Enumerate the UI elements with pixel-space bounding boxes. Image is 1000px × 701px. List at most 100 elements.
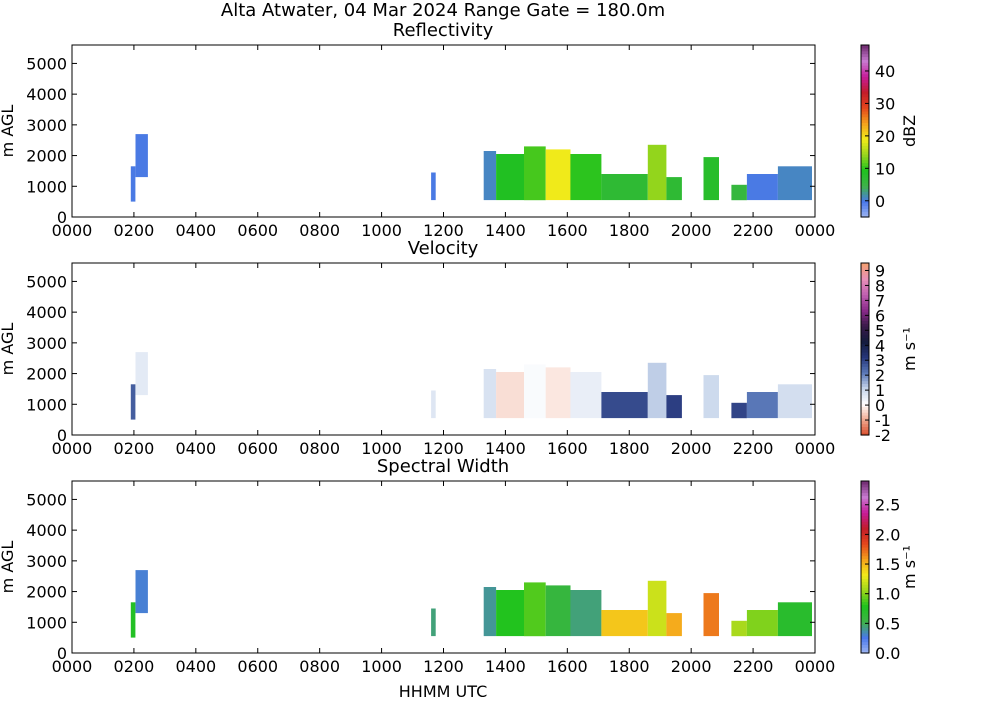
velocity-colorbar-segment	[861, 392, 869, 396]
velocity-colorbar-segment	[861, 288, 869, 293]
velocity-colorbar-segment	[861, 320, 869, 324]
spectral-width-colorbar-segment	[861, 538, 869, 542]
velocity-colorbar-tick-label: 2	[875, 366, 885, 385]
velocity-colorbar-segment	[861, 369, 869, 373]
spectral-width-colorbar-segment	[861, 529, 869, 534]
velocity-colorbar-tick-label: 4	[875, 336, 885, 355]
velocity-ytick-label: 5000	[26, 272, 67, 291]
velocity-colorbar-segment	[861, 354, 869, 359]
spectral-width-xtick-label: 2200	[733, 657, 774, 676]
velocity-xtick-label: 1800	[609, 439, 650, 458]
reflectivity-panel-title: Reflectivity	[392, 20, 494, 41]
velocity-colorbar-tick-label: 1	[875, 381, 885, 400]
velocity-xtick-label: 2000	[671, 439, 712, 458]
spectral-width-colorbar-segment	[861, 604, 869, 608]
velocity-colorbar-segment	[861, 263, 869, 267]
velocity-xtick-label: 1400	[485, 439, 526, 458]
reflectivity-xtick-label: 1600	[547, 221, 588, 240]
velocity-xtick-label: 2200	[733, 439, 774, 458]
reflectivity-echo-13	[746, 174, 778, 201]
velocity-echo-8	[601, 392, 648, 419]
velocity-echo-13	[746, 392, 778, 419]
spectral-width-colorbar-segment	[861, 509, 869, 514]
spectral-width-colorbar-segment	[861, 607, 869, 611]
velocity-panel-title: Velocity	[407, 238, 479, 259]
reflectivity-xtick-label: 1400	[485, 221, 526, 240]
spectral-width-colorbar-segment	[861, 483, 869, 488]
spectral-width-colorbar-segment	[861, 624, 869, 628]
spectral-width-colorbar-segment	[861, 546, 869, 551]
reflectivity-colorbar-segment	[861, 70, 869, 75]
spectral-width-echo-7	[570, 590, 602, 637]
spectral-width-colorbar-segment	[861, 558, 869, 562]
velocity-xtick-label: 0600	[237, 439, 278, 458]
velocity-colorbar-tick-label: 7	[875, 291, 885, 310]
spectral-width-colorbar-segment	[861, 535, 869, 539]
velocity-echo-12	[731, 402, 747, 419]
velocity-colorbar-segment	[861, 340, 869, 344]
reflectivity-colorbar-segment	[861, 45, 869, 49]
spectral-width-colorbar-tick-label: 0.0	[875, 644, 900, 663]
velocity-colorbar-segment	[861, 300, 869, 304]
spectral-width-echo-13	[746, 610, 778, 637]
velocity-colorbar-segment	[861, 331, 869, 336]
reflectivity-xtick-label: 0400	[175, 221, 216, 240]
velocity-colorbar-segment	[861, 337, 869, 341]
velocity-ytick-label: 3000	[26, 334, 67, 353]
reflectivity-xtick-label: 2000	[671, 221, 712, 240]
velocity-colorbar-segment	[861, 389, 869, 393]
reflectivity-colorbar-segment	[861, 125, 869, 129]
reflectivity-colorbar-segment	[861, 73, 869, 78]
reflectivity-colorbar-tick-label: 0	[875, 192, 885, 211]
reflectivity-colorbar-segment	[861, 202, 869, 207]
spectral-width-colorbar-segment	[861, 632, 869, 637]
velocity-colorbar-segment	[861, 374, 869, 379]
reflectivity-echo-5	[524, 146, 546, 201]
spectral-width-colorbar-tick-label: 0.5	[875, 614, 900, 633]
reflectivity-colorbar-segment	[861, 165, 869, 169]
reflectivity-echo-11	[703, 157, 719, 201]
velocity-echo-6	[545, 367, 571, 419]
reflectivity-echo-12	[731, 184, 747, 201]
spectral-width-colorbar-segment	[861, 641, 869, 645]
spectral-width-xtick-label: 1600	[547, 657, 588, 676]
spectral-width-colorbar-segment	[861, 498, 869, 502]
reflectivity-colorbar-segment	[861, 185, 869, 189]
reflectivity-colorbar-segment	[861, 136, 869, 141]
spectral-width-xtick-label: 0000	[795, 657, 836, 676]
velocity-colorbar-segment	[861, 294, 869, 298]
reflectivity-colorbar-segment	[861, 156, 869, 161]
reflectivity-echo-14	[777, 166, 812, 201]
velocity-colorbar-segment	[861, 423, 869, 427]
spectral-width-echo-1	[135, 570, 148, 614]
spectral-width-colorbar-segment	[861, 521, 869, 525]
spectral-width-ytick-label: 2000	[26, 583, 67, 602]
spectral-width-colorbar-segment	[861, 481, 869, 485]
reflectivity-colorbar-segment	[861, 171, 869, 175]
reflectivity-colorbar-segment	[861, 208, 869, 212]
velocity-colorbar-segment	[861, 371, 869, 376]
spectral-width-colorbar-segment	[861, 578, 869, 582]
spectral-width-colorbar-segment	[861, 489, 869, 494]
spectral-width-colorbar-segment	[861, 575, 869, 580]
velocity-echo-4	[496, 372, 524, 419]
velocity-colorbar-segment	[861, 417, 869, 422]
spectral-width-echo-6	[545, 585, 571, 637]
velocity-colorbar-segment	[861, 323, 869, 327]
reflectivity-echo-7	[570, 154, 602, 201]
velocity-colorbar-segment	[861, 400, 869, 405]
reflectivity-echo-6	[545, 149, 571, 201]
velocity-echo-11	[703, 375, 719, 419]
spectral-width-colorbar-segment	[861, 501, 869, 505]
velocity-colorbar-segment	[861, 377, 869, 382]
velocity-xtick-label: 0400	[175, 439, 216, 458]
reflectivity-colorbar-label: dBZ	[900, 115, 919, 147]
reflectivity-colorbar-segment	[861, 199, 869, 204]
spectral-width-panel-title: Spectral Width	[376, 456, 510, 477]
reflectivity-colorbar-tick-label: 40	[875, 62, 895, 81]
velocity-colorbar-segment	[861, 317, 869, 321]
spectral-width-colorbar-segment	[861, 598, 869, 602]
reflectivity-ytick-label: 1000	[26, 177, 67, 196]
spectral-width-xtick-label: 1400	[485, 657, 526, 676]
